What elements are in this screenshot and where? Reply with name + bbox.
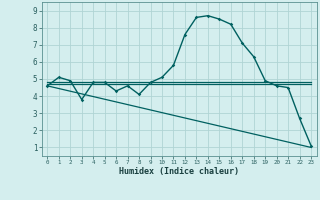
X-axis label: Humidex (Indice chaleur): Humidex (Indice chaleur)	[119, 167, 239, 176]
